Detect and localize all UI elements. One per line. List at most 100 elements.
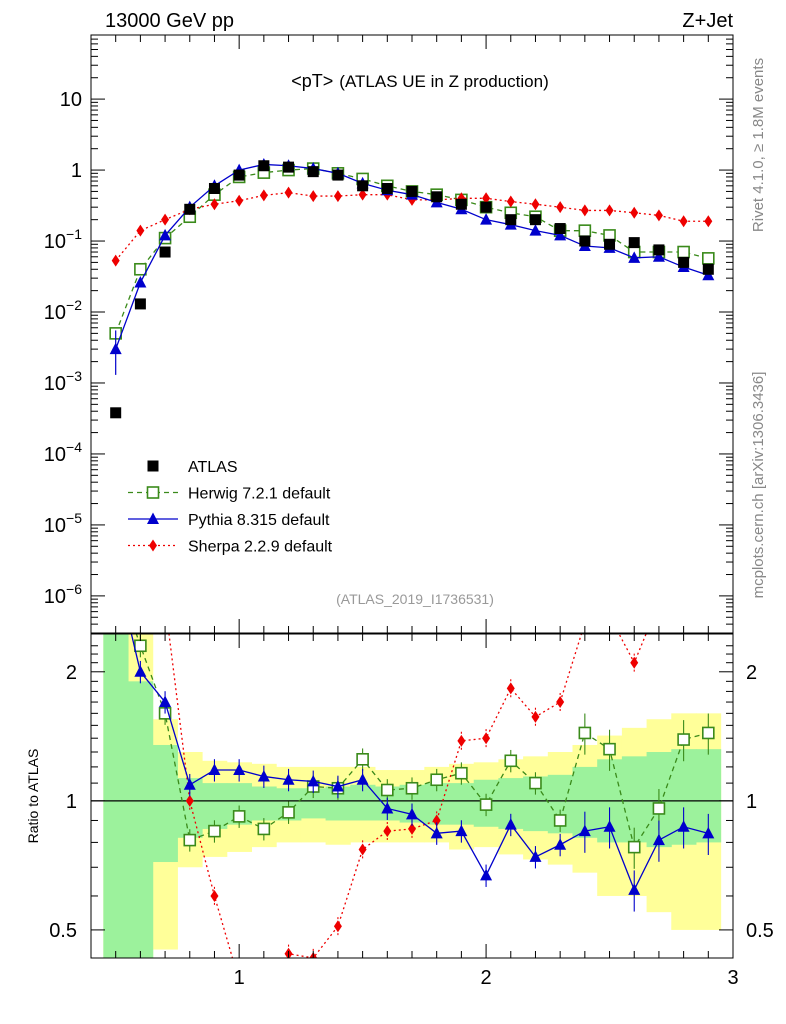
ratio-point — [554, 838, 567, 850]
ratio-point — [628, 883, 641, 895]
ratio-point — [282, 806, 295, 819]
ratio-point — [702, 726, 715, 740]
legend-marker — [149, 539, 157, 552]
band-green — [152, 744, 178, 863]
main-y-tick-label: 10−5 — [44, 510, 82, 537]
ratio-point — [603, 820, 616, 832]
data-point — [678, 256, 690, 268]
legend-item: Sherpa 2.2.9 default — [128, 539, 333, 556]
data-point — [233, 169, 245, 181]
ratio-point — [553, 814, 567, 827]
data-point — [210, 198, 219, 211]
data-point — [309, 190, 318, 203]
data-point — [161, 213, 170, 226]
legend: ATLAS Herwig 7.2.1 default Pythia 8.315 de… — [128, 459, 333, 556]
ratio-point — [381, 801, 394, 814]
main-frame — [90, 34, 734, 634]
ratio-point — [183, 778, 196, 790]
ratio-y-tick-label-right: 2 — [746, 662, 757, 684]
legend-marker — [146, 486, 160, 499]
ratio-point — [529, 850, 542, 862]
ratio-point — [358, 843, 367, 856]
ratio-point — [208, 824, 221, 838]
ratio-x-tick-label: 3 — [727, 967, 738, 989]
ratio-point — [677, 820, 690, 832]
ratio-frame — [90, 633, 734, 959]
data-point — [259, 189, 268, 202]
ratio-y-ticks: 0.5 0.5 1 1 2 2 — [49, 645, 774, 942]
ratio-point — [457, 734, 466, 747]
ratio-x-ticks: 1 2 3 — [115, 634, 739, 989]
ratio-series-group — [110, 352, 715, 958]
ratio-point — [282, 773, 295, 785]
tick-base: 10 — [44, 586, 66, 608]
ratio-point — [702, 826, 715, 839]
ratio-point — [356, 773, 369, 785]
data-point — [702, 252, 715, 265]
ratio-point — [504, 818, 517, 830]
data-point — [702, 263, 714, 275]
ratio-point — [606, 610, 614, 622]
ratio-point — [482, 732, 491, 745]
ratio-point — [257, 769, 270, 782]
ratio-point — [430, 826, 443, 839]
ratio-point — [381, 783, 394, 797]
data-point — [677, 245, 690, 259]
main-y-tick-label: 10−6 — [44, 581, 82, 608]
legend-label: Sherpa 2.2.9 default — [188, 539, 333, 556]
ratio-point — [430, 773, 443, 787]
data-point — [482, 192, 491, 205]
ratio-point — [677, 733, 690, 746]
mcplots-label: mcplots.cern.ch [arXiv:1306.3436] — [750, 372, 767, 599]
ratio-point — [110, 567, 121, 578]
ratio-point — [603, 742, 616, 756]
data-point — [332, 169, 344, 181]
ratio-point — [655, 597, 663, 609]
data-point — [184, 203, 196, 215]
ratio-point — [208, 763, 221, 776]
data-point — [235, 194, 244, 207]
ratio-point — [627, 840, 641, 854]
data-point — [605, 204, 614, 217]
tick-base: 10 — [44, 231, 66, 253]
data-point — [159, 228, 172, 241]
ratio-y-tick-label: 0.5 — [49, 920, 77, 942]
main-y-tick-label: 10−1 — [44, 226, 82, 253]
ratio-point — [232, 810, 246, 823]
data-point — [480, 201, 492, 213]
tick-exponent: −2 — [66, 297, 82, 313]
tick-base: 10 — [44, 302, 66, 324]
data-point — [136, 224, 145, 237]
data-point — [333, 190, 342, 203]
data-point — [704, 215, 713, 228]
ratio-point — [432, 814, 441, 827]
ratio-point — [257, 822, 271, 836]
data-point — [358, 188, 367, 201]
data-point — [110, 407, 122, 419]
data-point — [529, 214, 541, 226]
ratio-point — [183, 833, 197, 847]
ratio-point — [136, 352, 144, 364]
legend-label: Herwig 7.2.1 default — [188, 486, 331, 503]
ratio-point — [506, 682, 515, 695]
data-point — [628, 237, 640, 249]
data-point — [134, 298, 146, 310]
ratio-y-tick-label-right: 1 — [746, 791, 757, 813]
data-point — [505, 214, 517, 226]
ratio-point — [185, 794, 194, 807]
data-point — [654, 209, 663, 222]
legend-marker — [147, 460, 159, 472]
data-point — [580, 204, 589, 217]
data-point — [556, 201, 565, 214]
band-green — [449, 783, 475, 825]
data-point — [357, 180, 369, 192]
main-series-group — [109, 157, 715, 419]
ratio-y-tick-label: 2 — [66, 662, 77, 684]
tick-exponent: −1 — [66, 226, 82, 242]
ratio-point — [480, 868, 493, 881]
tick-base: 10 — [60, 89, 82, 111]
data-point — [111, 254, 120, 267]
ratio-point — [331, 780, 344, 792]
ratio-point — [356, 753, 369, 766]
